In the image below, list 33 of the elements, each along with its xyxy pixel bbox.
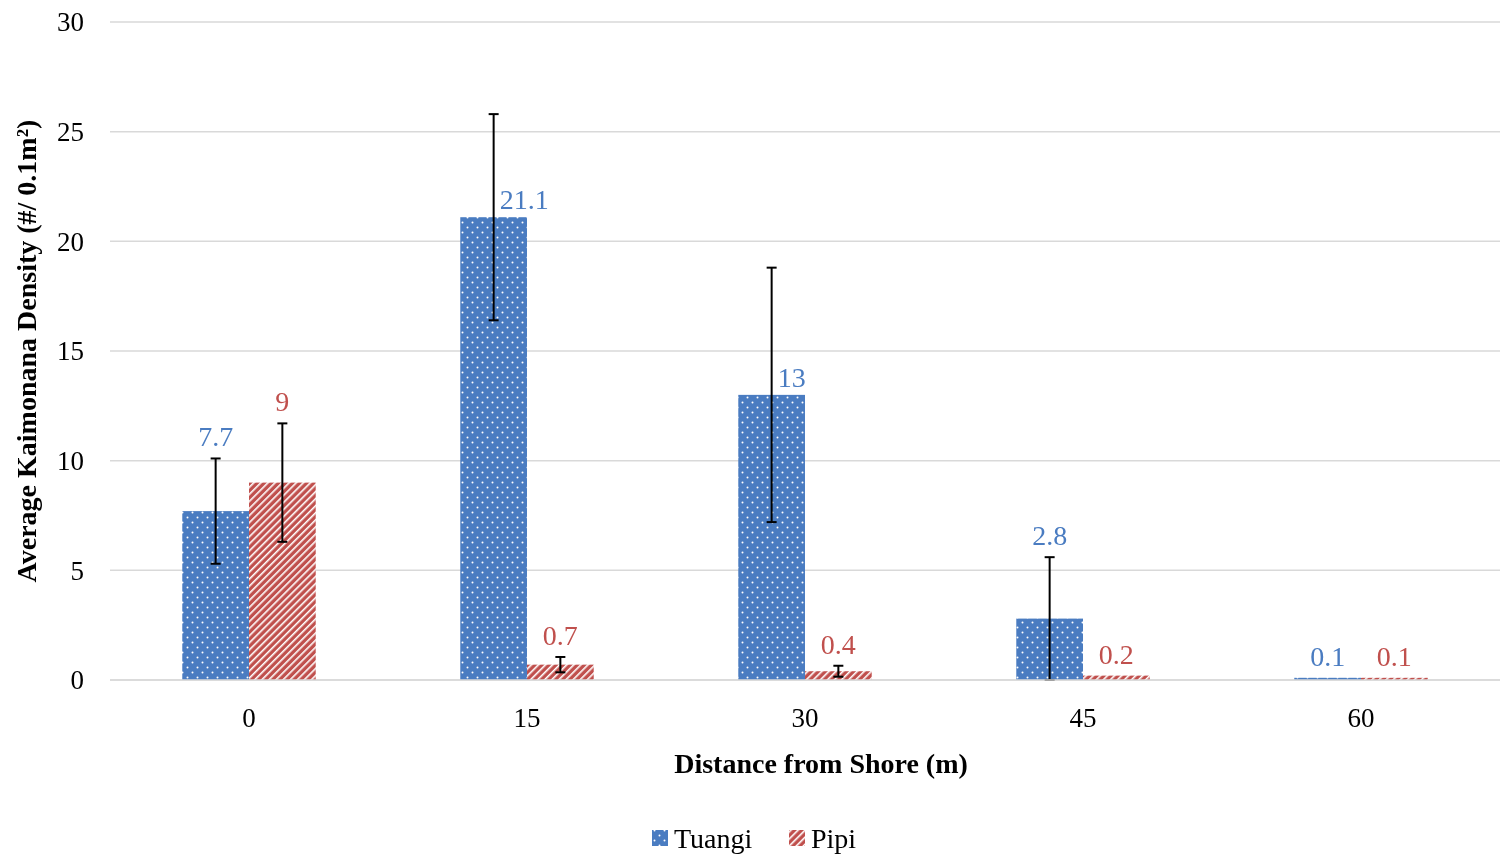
legend-label: Pipi (811, 822, 857, 854)
data-label: 21.1 (499, 184, 549, 216)
bar (527, 664, 594, 680)
data-label: 13 (777, 361, 806, 393)
legend-label: Tuangi (674, 822, 753, 854)
x-axis-title: Distance from Shore (m) (674, 748, 968, 779)
y-tick-label: 15 (57, 336, 84, 367)
data-label: 2.8 (1032, 520, 1068, 552)
y-tick-label: 0 (70, 665, 84, 696)
x-tick-label: 45 (1069, 703, 1097, 733)
data-label: 0.1 (1310, 640, 1346, 672)
bar (1016, 618, 1083, 680)
x-tick-label: 15 (513, 703, 541, 733)
data-label: 0.7 (542, 619, 578, 651)
bar (249, 482, 316, 680)
data-label: 0.2 (1098, 638, 1134, 670)
y-axis-title: Average Kaimonana Density (#/ 0.1m²) (11, 119, 42, 583)
y-tick-label: 20 (57, 226, 84, 257)
x-tick-label: 30 (791, 703, 819, 733)
bar (805, 671, 872, 680)
y-tick-label: 10 (57, 446, 84, 477)
y-tick-label: 25 (57, 117, 84, 148)
bar (182, 511, 249, 680)
bar (738, 394, 805, 680)
y-tick-label: 30 (57, 7, 84, 38)
data-label: 7.7 (198, 421, 234, 453)
data-label: 0.4 (820, 628, 856, 660)
x-tick-label: 0 (242, 703, 256, 733)
x-tick-label: 60 (1347, 703, 1375, 733)
y-tick-label: 5 (70, 555, 84, 586)
data-label: 0.1 (1376, 640, 1412, 672)
bar (460, 217, 527, 680)
data-label: 9 (275, 386, 290, 418)
